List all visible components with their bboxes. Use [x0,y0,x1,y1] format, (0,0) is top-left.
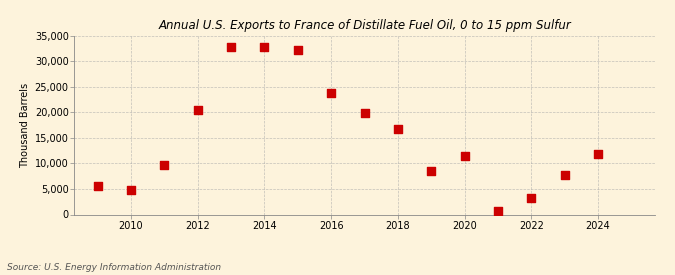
Point [593,152,603,156]
Text: Source: U.S. Energy Information Administration: Source: U.S. Energy Information Administ… [7,263,221,272]
Point [392,127,403,131]
Point [359,111,370,115]
Point [426,169,437,173]
Point [192,108,203,112]
Point [126,188,136,192]
Point [292,48,303,52]
Point [326,91,337,96]
Y-axis label: Thousand Barrels: Thousand Barrels [20,82,30,168]
Point [459,154,470,158]
Point [225,45,236,50]
Point [159,163,169,167]
Point [560,173,570,177]
Title: Annual U.S. Exports to France of Distillate Fuel Oil, 0 to 15 ppm Sulfur: Annual U.S. Exports to France of Distill… [158,19,571,32]
Point [92,184,103,189]
Point [259,45,270,49]
Point [493,209,504,214]
Point [526,196,537,200]
